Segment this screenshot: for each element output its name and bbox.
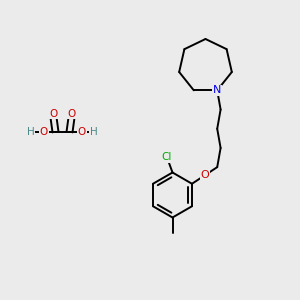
Text: H: H — [90, 127, 97, 137]
Text: O: O — [200, 170, 209, 180]
Text: O: O — [49, 109, 57, 119]
Text: N: N — [213, 85, 221, 95]
Text: O: O — [40, 127, 48, 137]
Text: Cl: Cl — [162, 152, 172, 162]
Text: O: O — [78, 127, 86, 137]
Text: O: O — [68, 109, 76, 119]
Text: H: H — [27, 127, 34, 137]
